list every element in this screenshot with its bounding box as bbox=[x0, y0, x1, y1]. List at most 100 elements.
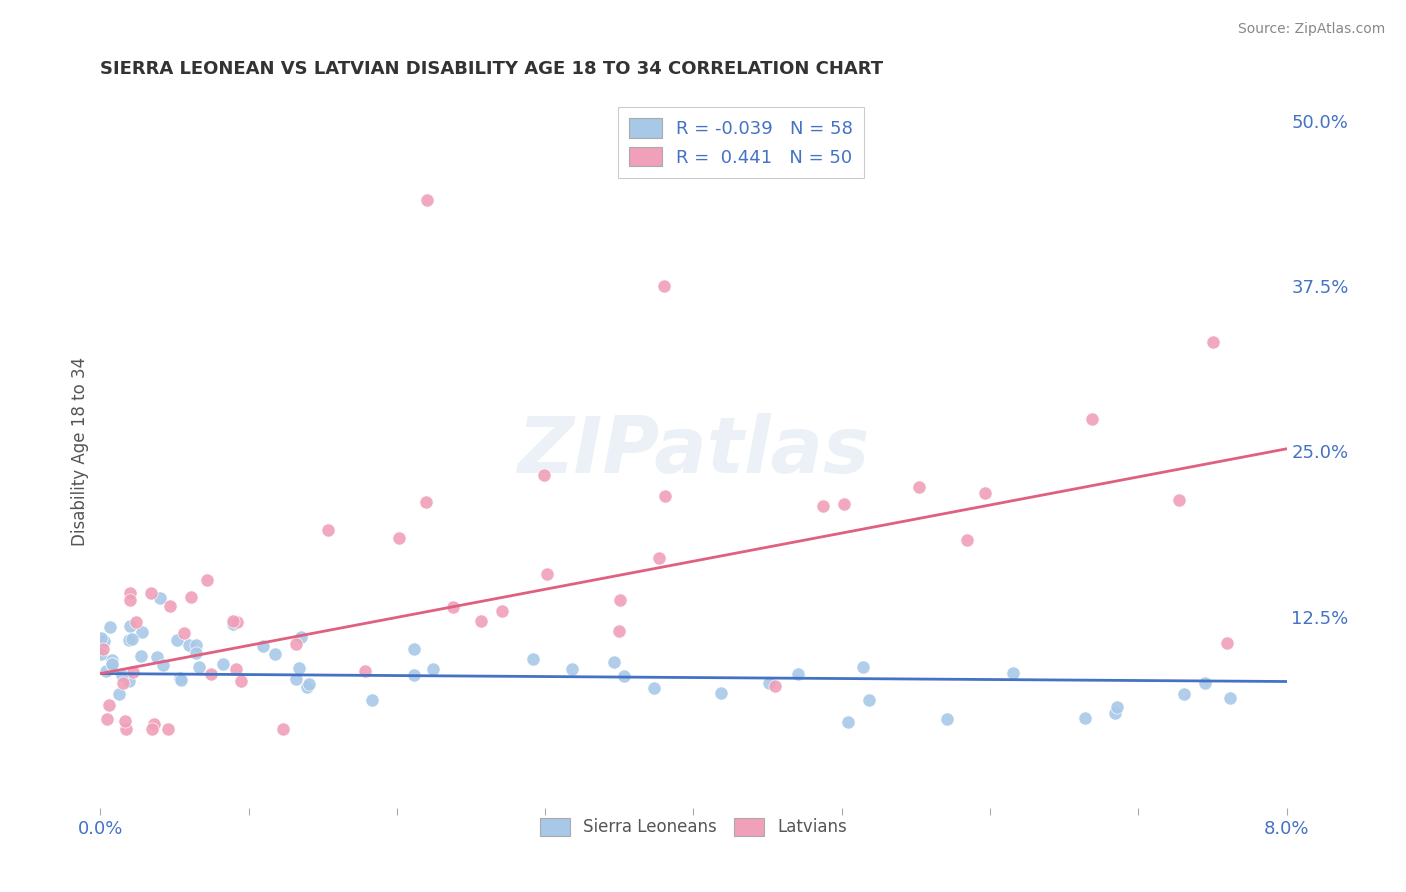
Point bbox=[288, 660, 311, 674]
Point bbox=[522, 652, 544, 666]
Point bbox=[114, 714, 136, 728]
Point bbox=[141, 722, 163, 736]
Point bbox=[141, 585, 163, 599]
Point bbox=[166, 633, 188, 648]
Text: Source: ZipAtlas.com: Source: ZipAtlas.com bbox=[1237, 22, 1385, 37]
Point bbox=[284, 637, 307, 651]
Point bbox=[225, 615, 247, 629]
Point bbox=[710, 686, 733, 700]
Point bbox=[121, 632, 143, 647]
Point bbox=[98, 619, 121, 633]
Point bbox=[101, 657, 124, 672]
Point bbox=[318, 523, 340, 537]
Point bbox=[533, 467, 555, 482]
Point bbox=[402, 642, 425, 657]
Point bbox=[1168, 492, 1191, 507]
Point bbox=[536, 566, 558, 581]
Y-axis label: Disability Age 18 to 34: Disability Age 18 to 34 bbox=[72, 357, 89, 546]
Point bbox=[212, 657, 235, 672]
Point bbox=[197, 573, 219, 587]
Point bbox=[852, 659, 875, 673]
Point bbox=[222, 614, 245, 628]
Point bbox=[858, 693, 880, 707]
Point bbox=[1216, 636, 1239, 650]
Point bbox=[422, 663, 444, 677]
Point bbox=[491, 604, 513, 618]
Point bbox=[387, 531, 409, 545]
Point bbox=[609, 624, 631, 638]
Point bbox=[470, 614, 492, 628]
Point bbox=[1104, 706, 1126, 720]
Point bbox=[1173, 687, 1195, 701]
Point bbox=[101, 652, 124, 666]
Point bbox=[145, 649, 167, 664]
Point bbox=[252, 639, 274, 653]
Point bbox=[149, 591, 172, 605]
Point bbox=[90, 632, 112, 646]
Point bbox=[117, 633, 139, 648]
Point bbox=[758, 676, 780, 690]
Point bbox=[94, 664, 117, 678]
Point bbox=[271, 722, 294, 736]
Point bbox=[101, 657, 124, 672]
Point bbox=[1081, 412, 1104, 426]
Point bbox=[648, 550, 671, 565]
Point bbox=[441, 600, 464, 615]
Point bbox=[652, 279, 675, 293]
Point bbox=[811, 499, 834, 513]
Point bbox=[120, 586, 142, 600]
Point bbox=[1074, 711, 1097, 725]
Point bbox=[114, 722, 136, 736]
Point bbox=[1194, 675, 1216, 690]
Point bbox=[908, 480, 931, 494]
Point bbox=[1001, 666, 1024, 681]
Point bbox=[956, 533, 979, 547]
Point bbox=[111, 668, 134, 682]
Point bbox=[188, 660, 211, 674]
Point bbox=[177, 638, 200, 652]
Point bbox=[184, 646, 207, 660]
Point bbox=[1107, 699, 1129, 714]
Point bbox=[143, 717, 166, 731]
Point bbox=[152, 657, 174, 672]
Point bbox=[837, 715, 859, 730]
Text: SIERRA LEONEAN VS LATVIAN DISABILITY AGE 18 TO 34 CORRELATION CHART: SIERRA LEONEAN VS LATVIAN DISABILITY AGE… bbox=[100, 60, 883, 78]
Point bbox=[609, 592, 631, 607]
Point bbox=[120, 593, 142, 607]
Point bbox=[415, 193, 437, 207]
Point bbox=[159, 599, 181, 614]
Point bbox=[169, 671, 191, 685]
Point bbox=[832, 497, 855, 511]
Text: ZIPatlas: ZIPatlas bbox=[517, 413, 869, 490]
Point bbox=[290, 630, 312, 644]
Point bbox=[117, 673, 139, 688]
Point bbox=[229, 673, 252, 688]
Point bbox=[1202, 334, 1225, 349]
Point bbox=[131, 625, 153, 640]
Point bbox=[354, 664, 377, 678]
Point bbox=[936, 712, 959, 726]
Point bbox=[974, 486, 997, 500]
Point bbox=[225, 662, 247, 676]
Point bbox=[263, 647, 285, 661]
Point bbox=[131, 649, 153, 664]
Point bbox=[200, 667, 222, 681]
Point bbox=[156, 722, 179, 736]
Point bbox=[93, 633, 115, 648]
Point bbox=[120, 619, 142, 633]
Point bbox=[170, 673, 193, 687]
Point bbox=[603, 655, 626, 669]
Point bbox=[643, 681, 665, 695]
Point bbox=[173, 626, 195, 640]
Point bbox=[96, 712, 118, 726]
Point bbox=[786, 667, 808, 681]
Point bbox=[107, 687, 129, 701]
Point bbox=[613, 669, 636, 683]
Point bbox=[361, 693, 384, 707]
Point bbox=[180, 590, 202, 604]
Point bbox=[186, 638, 208, 652]
Point bbox=[415, 495, 437, 509]
Point bbox=[111, 675, 134, 690]
Point bbox=[125, 615, 148, 629]
Point bbox=[297, 680, 319, 694]
